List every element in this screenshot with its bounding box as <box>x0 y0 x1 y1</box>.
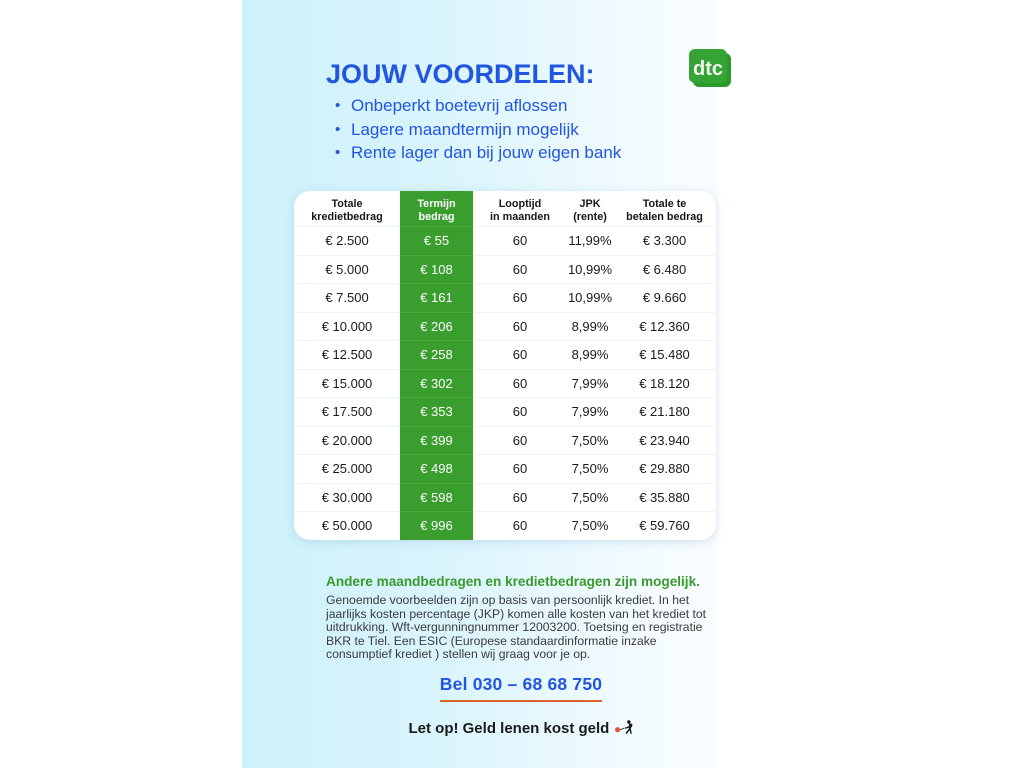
svg-text:dtc: dtc <box>693 58 723 80</box>
